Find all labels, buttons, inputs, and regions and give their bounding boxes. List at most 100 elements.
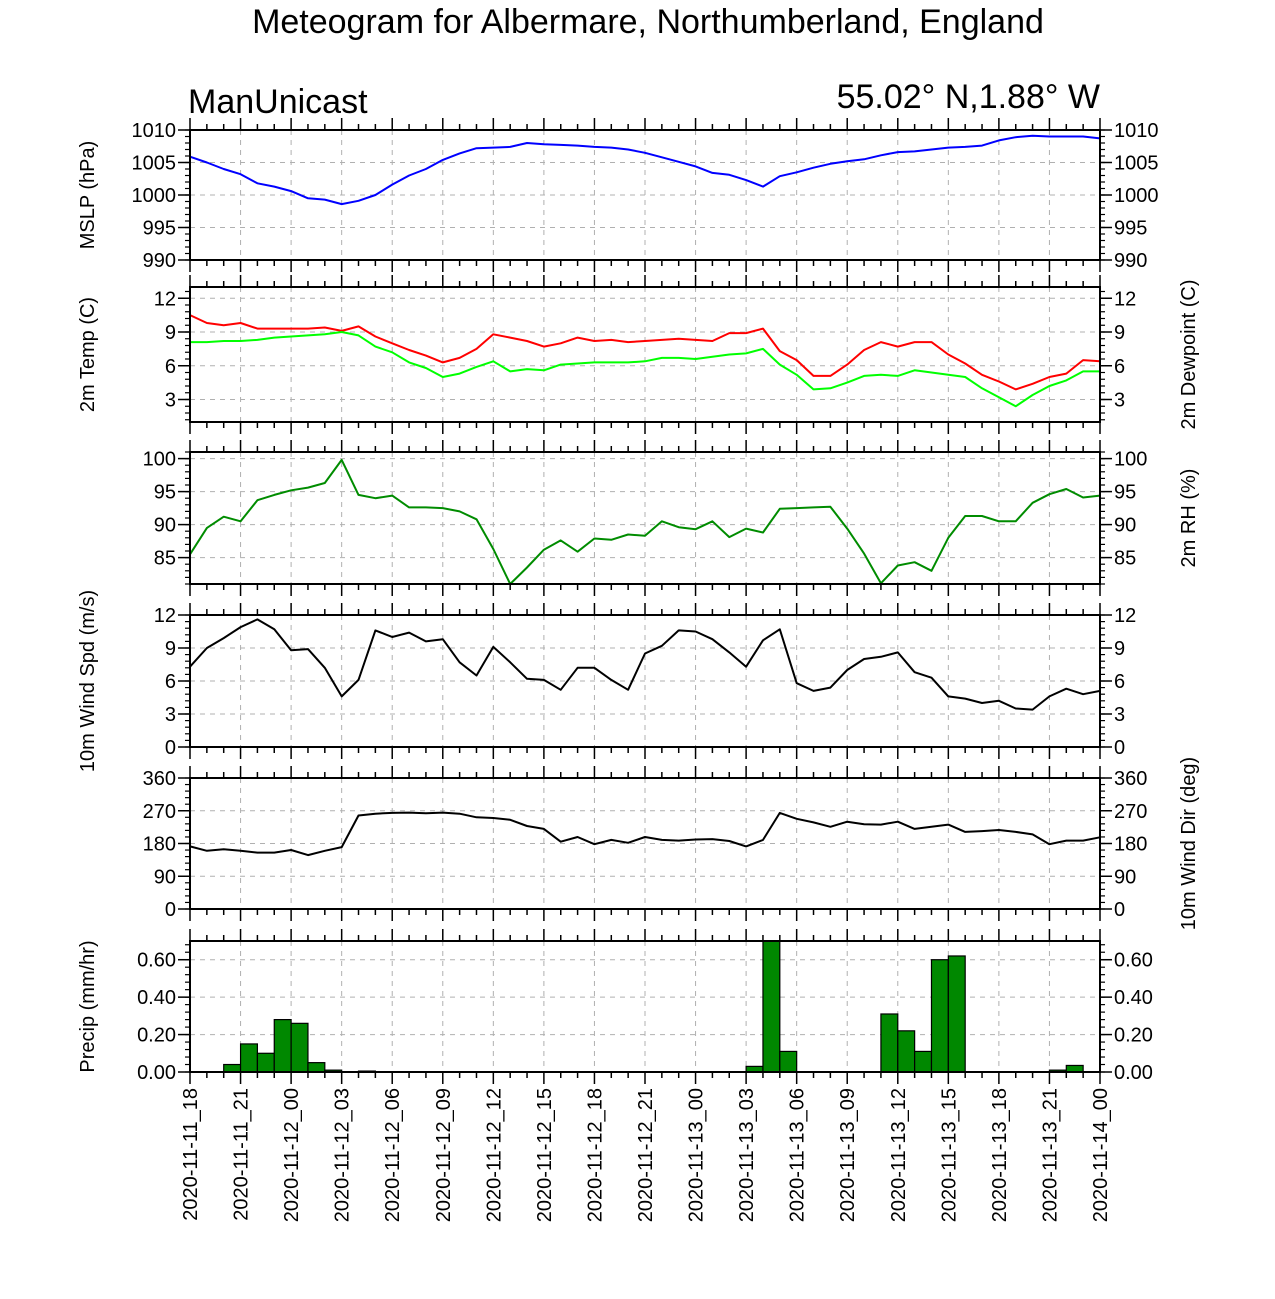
y-tick-label-right: 3 [1114,704,1125,726]
y-tick-label-left: 0.60 [137,950,176,972]
y-tick-label-right: 0.60 [1114,950,1153,972]
y-axis-label: MSLP (hPa) [77,141,99,250]
y-tick-label-left: 12 [154,288,176,310]
y-tick-label-left: 9 [165,322,176,344]
precip-bar-2 [223,1063,242,1073]
precip-bar-45 [947,955,966,1073]
y-tick-label-left: 1005 [132,153,177,175]
y-tick-label-left: 0.20 [137,1025,176,1047]
y-axis-label-right: 10m Wind Dir (deg) [1178,757,1200,930]
precip-bar-44 [930,959,949,1073]
y-tick-label-left: 9 [165,638,176,660]
y-tick-label-right: 90 [1114,866,1136,888]
y-tick-label-right: 0 [1114,899,1125,921]
y-tick-label-right: 6 [1114,671,1125,693]
y-axis-label-right: 2m Dewpoint (C) [1178,279,1200,429]
y-tick-label-right: 360 [1114,768,1147,790]
y-tick-label-right: 990 [1114,250,1147,272]
panel-3: 0 0 3 3 6 6 9 9 12 12 10m Wind Spd (m/s) [77,590,1136,772]
x-tick-label: 2020-11-13_06 [787,1088,809,1222]
y-tick-label-right: 95 [1114,482,1136,504]
y-tick-label-left: 90 [154,866,176,888]
y-tick-label-left: 85 [154,548,176,570]
panel-2: 85 85 90 90 95 95 100 100 2m RH (%) [143,440,1200,596]
y-tick-label-right: 12 [1114,288,1136,310]
y-tick-label-right: 6 [1114,356,1125,378]
y-tick-label-right: 9 [1114,638,1125,660]
y-axis-label: 2m Temp (C) [77,297,99,412]
y-tick-label-right: 100 [1114,449,1147,471]
location-label: 55.02° N,1.88° W [837,78,1100,116]
y-tick-label-right: 1000 [1114,185,1159,207]
y-tick-label-left: 360 [143,768,176,790]
precip-bar-42 [897,1030,916,1073]
x-tick-label: 2020-11-12_15 [534,1088,556,1222]
y-tick-label-left: 95 [154,482,176,504]
chart-title: Meteogram for Albermare, Northumberland,… [252,3,1044,41]
precip-bar-41 [880,1013,899,1073]
x-tick-label: 2020-11-12_09 [433,1088,455,1222]
panel-1: 3 3 6 6 9 9 12 12 2m Temp (C) 2m Dewpoint (C) [77,275,1200,434]
x-tick-label: 2020-11-12_12 [483,1088,505,1222]
y-tick-label-left: 0 [165,737,176,759]
y-tick-label-right: 90 [1114,515,1136,537]
x-tick-label: 2020-11-11_21 [231,1088,253,1221]
series-line-1-1 [190,331,1100,408]
precip-bar-5 [273,1018,292,1073]
y-tick-label-left: 0.00 [137,1062,176,1084]
x-tick-label: 2020-11-13_12 [888,1088,910,1222]
precip-bar-3 [239,1043,259,1073]
x-tick-label: 2020-11-14_00 [1090,1088,1112,1222]
y-tick-label-left: 100 [143,449,176,471]
y-tick-label-right: 995 [1114,218,1147,240]
y-tick-label-right: 180 [1114,834,1147,856]
y-tick-label-left: 180 [143,834,176,856]
precip-bar-35 [779,1050,798,1073]
panel-0: 990 990 995 995 1000 1000 1005 1005 1010 1010 MSLP… [77,118,1159,272]
y-tick-label-right: 12 [1114,605,1136,627]
x-tick-label: 2020-11-11_18 [180,1088,202,1221]
x-tick-label: 2020-11-13_00 [686,1088,708,1222]
y-axis-label: Precip (mm/hr) [77,940,99,1072]
y-tick-label-left: 1010 [132,120,177,142]
x-tick-label: 2020-11-12_03 [332,1088,354,1222]
series-line-1-0 [189,314,1101,391]
y-tick-label-left: 0.40 [137,987,176,1009]
y-tick-label-left: 3 [165,390,176,412]
y-tick-label-left: 6 [165,671,176,693]
x-tick-label: 2020-11-12_18 [584,1088,606,1222]
y-tick-label-right: 1005 [1114,153,1159,175]
x-tick-label: 2020-11-13_09 [837,1088,859,1222]
y-tick-label-right: 0.00 [1114,1062,1153,1084]
y-tick-label-right: 0.40 [1114,987,1153,1009]
y-tick-label-right: 270 [1114,801,1147,823]
precip-bar-4 [256,1052,275,1073]
y-tick-label-left: 990 [143,250,176,272]
panel-5: 0.00 0.00 0.20 0.20 0.40 0.40 0.60 0.60 Precip (… [77,929,1153,1084]
panel-4: 0 0 90 90 180 180 270 270 360 360 10m Wind Dir (de… [143,757,1200,930]
x-tick-label: 2020-11-12_21 [635,1088,657,1222]
x-tick-label: 2020-11-13_03 [736,1088,758,1222]
precip-bar-7 [307,1062,326,1073]
y-tick-label-right: 9 [1114,322,1125,344]
precip-bar-43 [914,1050,933,1073]
y-tick-label-right: 85 [1114,548,1136,570]
y-tick-label-left: 270 [143,801,176,823]
y-tick-label-left: 995 [143,218,176,240]
x-tick-label: 2020-11-13_18 [989,1088,1011,1222]
precip-bar-34 [762,940,781,1073]
y-tick-label-left: 3 [165,704,176,726]
y-tick-label-right: 3 [1114,390,1125,412]
y-tick-label-left: 0 [165,899,176,921]
series-line-3-0 [189,618,1101,711]
precip-bar-6 [290,1022,309,1073]
y-tick-label-right: 0 [1114,737,1125,759]
source-label: ManUnicast [188,83,368,121]
y-axis-label-right: 2m RH (%) [1178,469,1200,568]
y-tick-label-left: 90 [154,515,176,537]
y-axis-label: 10m Wind Spd (m/s) [77,590,99,772]
series-line-2-0 [189,458,1101,585]
y-tick-label-left: 6 [165,356,176,378]
